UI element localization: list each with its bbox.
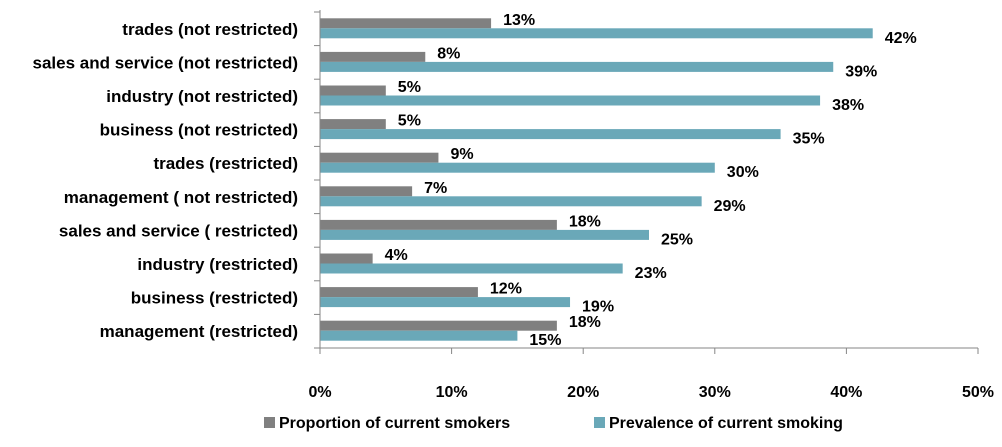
legend: Proportion of current smokers Prevalence … [264,415,843,432]
category-label: business (not restricted) [100,121,298,140]
bar-prevalence-smoking [320,196,702,207]
labels-layer: trades (not restricted) 13% 42% sales and s… [32,12,994,401]
data-label: 4% [385,247,408,264]
bar-proportion-smokers [320,85,386,96]
category-label: management ( not restricted) [64,188,298,207]
legend-swatch-prevalence [594,417,605,428]
legend-label-prevalence: Prevalence of current smoking [609,415,843,432]
bar-prevalence-smoking [320,28,873,39]
x-tick-label: 40% [830,384,862,401]
bar-prevalence-smoking [320,129,781,140]
legend-swatch-proportion [264,417,275,428]
legend-label-proportion: Proportion of current smokers [279,415,510,432]
bar-proportion-smokers [320,119,386,130]
data-label: 30% [727,164,759,181]
category-label: business (restricted) [131,289,298,308]
data-label: 23% [635,265,667,282]
category-label: management (restricted) [100,322,298,341]
category-label: sales and service (not restricted) [32,53,298,72]
category-label: industry (not restricted) [106,87,298,106]
data-label: 42% [885,30,917,47]
data-label: 5% [398,113,421,130]
data-label: 18% [569,314,601,331]
data-label: 9% [450,146,473,163]
bar-proportion-smokers [320,287,478,298]
category-label: sales and service ( restricted) [59,221,298,240]
data-label: 19% [582,299,614,316]
category-label: trades (restricted) [153,154,298,173]
bar-proportion-smokers [320,51,426,62]
bar-proportion-smokers [320,18,492,29]
data-label: 13% [503,12,535,29]
data-label: 5% [398,79,421,96]
category-label: industry (restricted) [137,255,298,274]
data-label: 35% [793,131,825,148]
data-label: 38% [832,97,864,114]
bar-proportion-smokers [320,320,557,331]
data-label: 18% [569,213,601,230]
bar-prevalence-smoking [320,330,518,341]
bar-prevalence-smoking [320,263,623,274]
data-label: 39% [845,63,877,80]
bar-prevalence-smoking [320,297,571,308]
category-label: trades (not restricted) [122,20,298,39]
bar-prevalence-smoking [320,229,649,240]
bar-proportion-smokers [320,253,373,264]
x-tick-label: 20% [567,384,599,401]
data-label: 25% [661,231,693,248]
data-label: 12% [490,281,522,298]
bar-proportion-smokers [320,152,439,163]
bar-proportion-smokers [320,186,413,197]
data-label: 8% [437,45,460,62]
x-tick-label: 10% [436,384,468,401]
x-tick-label: 30% [699,384,731,401]
x-tick-label: 50% [962,384,994,401]
bars-layer [320,18,873,341]
bar-prevalence-smoking [320,162,715,173]
bar-prevalence-smoking [320,61,834,72]
data-label: 15% [529,332,561,349]
data-label: 29% [714,198,746,215]
data-label: 7% [424,180,447,197]
axes-layer [314,10,979,354]
x-tick-label: 0% [308,384,331,401]
bar-proportion-smokers [320,219,557,230]
bar-prevalence-smoking [320,95,821,106]
